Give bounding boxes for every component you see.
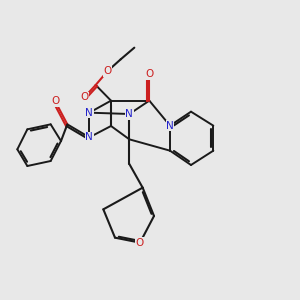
Text: O: O [80,92,88,102]
Text: O: O [51,96,59,106]
Text: N: N [166,121,174,131]
Text: O: O [136,238,144,248]
Text: N: N [125,109,133,119]
Text: N: N [85,108,93,118]
Text: N: N [85,132,93,142]
Text: O: O [103,66,112,76]
Text: O: O [145,69,154,79]
